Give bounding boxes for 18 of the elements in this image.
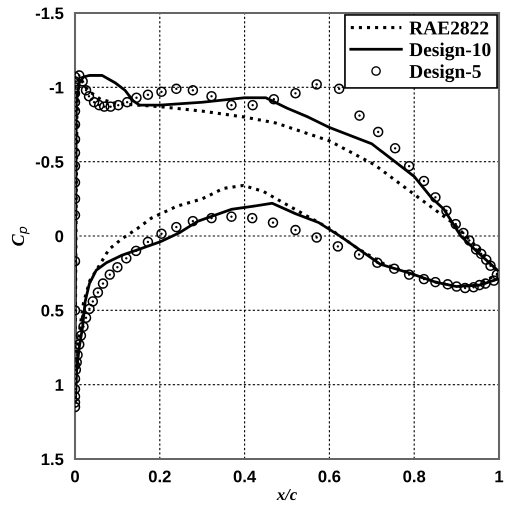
y-tick-label: 1.5 — [42, 454, 64, 466]
y-tick-label: -0.5 — [36, 156, 64, 168]
y-tick-label: 0 — [55, 230, 64, 242]
y-tick-label: -1 — [50, 82, 64, 94]
legend-label: Design-5 — [409, 64, 481, 82]
x-tick-label: 0.2 — [148, 470, 171, 482]
x-tick-label: 0.6 — [318, 470, 340, 482]
y-axis-title: C$_{p}$ — [12, 226, 30, 246]
y-tick-label: 1 — [56, 379, 64, 391]
x-tick-label: 1 — [495, 470, 504, 482]
x-tick-label: 0 — [71, 470, 79, 482]
legend-label: RAE2822 — [409, 21, 488, 35]
x-tick-label: 0.4 — [234, 470, 256, 482]
legend-label: Design-10 — [409, 42, 490, 60]
x-tick-label: 0.8 — [403, 470, 426, 482]
y-tick-label: -1.5 — [36, 8, 64, 20]
y-tick-label: 0.5 — [41, 304, 64, 317]
x-axis-title: x/c — [276, 489, 297, 500]
